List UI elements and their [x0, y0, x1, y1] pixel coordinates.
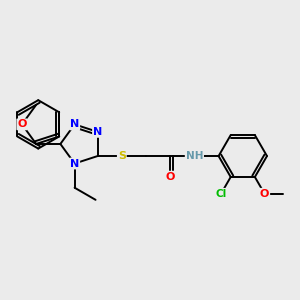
Text: NH: NH — [186, 151, 203, 161]
Text: N: N — [70, 158, 79, 169]
Text: N: N — [70, 119, 79, 129]
Text: O: O — [260, 189, 269, 199]
Text: O: O — [17, 119, 27, 129]
Text: Cl: Cl — [215, 189, 226, 199]
Text: N: N — [93, 127, 102, 137]
Text: O: O — [166, 172, 175, 182]
Text: S: S — [118, 151, 126, 161]
